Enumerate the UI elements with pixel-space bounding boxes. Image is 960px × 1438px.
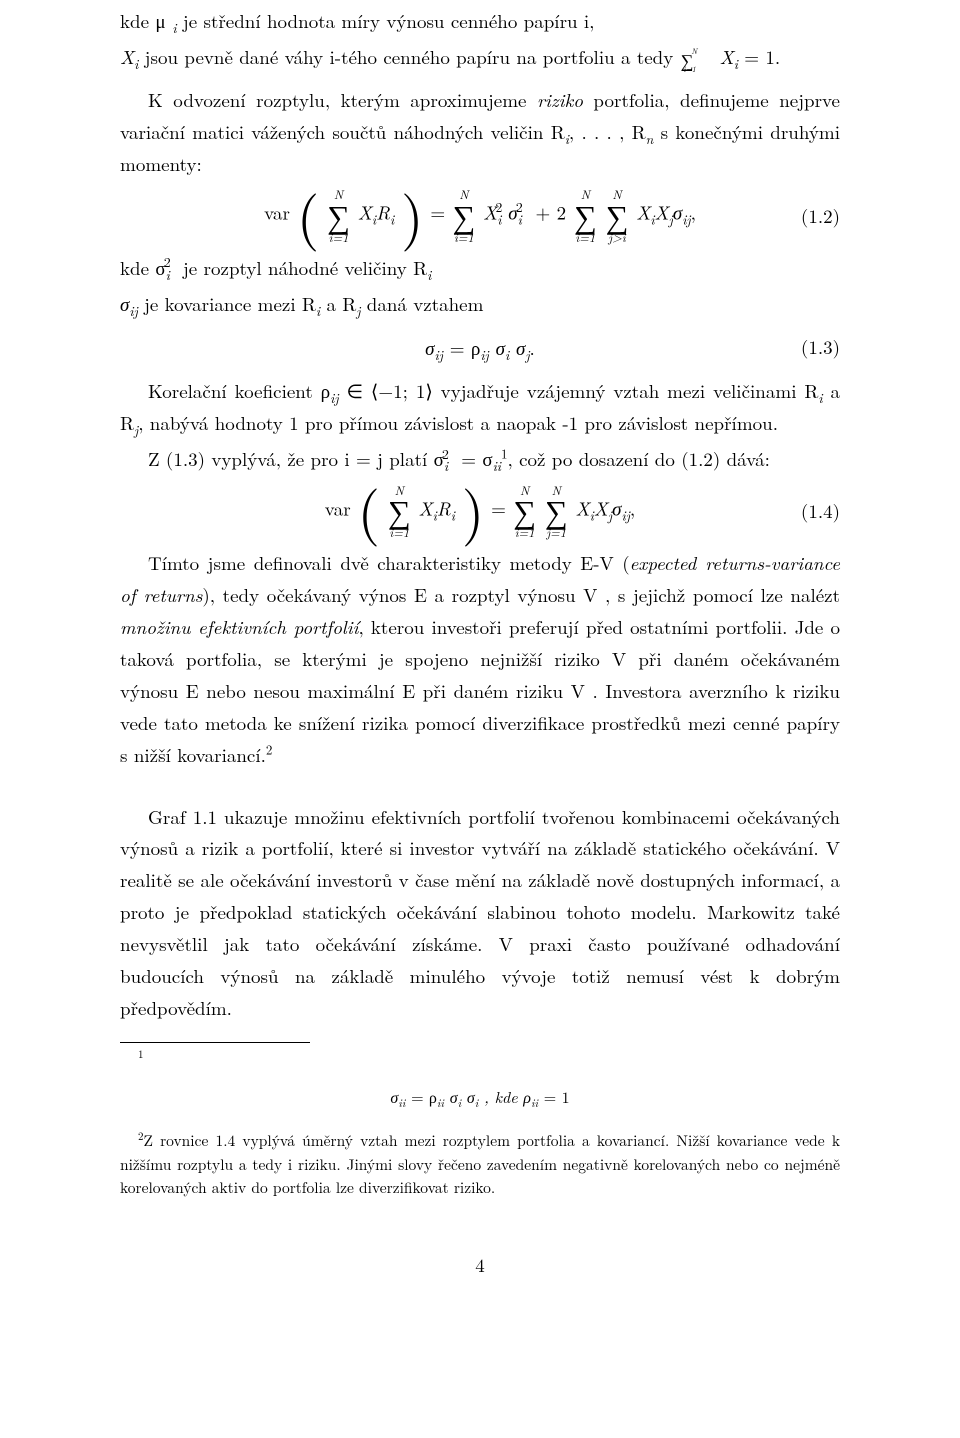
footnote-1-equation: σii = ρii σi σi , kde ρii = 1: [120, 1084, 840, 1111]
sum-bot: i=1: [452, 231, 475, 244]
text: , což po dosazení do (1.2) dává:: [507, 445, 769, 472]
sym: X: [419, 494, 433, 521]
para-graf11: Graf 1.1 ukazuje množinu efektivních por…: [120, 801, 840, 1024]
eq-number: (1.4): [801, 495, 840, 527]
vspace: [120, 775, 840, 801]
sym: σ: [450, 1085, 458, 1108]
text: riziko: [537, 86, 583, 113]
sym: σ: [516, 334, 525, 361]
sym: =: [430, 199, 451, 226]
page-number: 4: [120, 1249, 840, 1281]
line-sigmaij-def: σij je kovariance mezi Ri a Rj daná vzta…: [120, 288, 840, 320]
text: X: [120, 43, 134, 70]
sym: , kde ρ: [484, 1085, 531, 1108]
text: σ: [120, 290, 129, 317]
sum-top: N: [691, 46, 697, 57]
footnote-2: 2Z rovnice 1.4 vyplývá úměrný vztah mezi…: [120, 1129, 840, 1199]
page-content: kde μ i je střední hodnota míry výnosu c…: [120, 5, 840, 1201]
equation-1-3: σij = ρij σi σj. (1.3): [120, 327, 840, 367]
text: je rozptyl náhodné veličiny R: [177, 254, 428, 281]
text: a R: [320, 290, 356, 317]
sym: σ: [673, 199, 682, 226]
para-riziko: K odvození rozptylu, kterým aproximujeme…: [120, 84, 840, 180]
line-mu-def: kde μ i je střední hodnota míry výnosu c…: [120, 5, 840, 37]
sum-bot: j=1: [545, 526, 568, 539]
text: kde σ: [120, 254, 166, 281]
var: var: [325, 494, 351, 521]
text: jsou pevně dané váhy i-tého cenného papí…: [138, 43, 679, 70]
sum-bot: i=1: [327, 231, 350, 244]
sym: R: [376, 199, 390, 226]
sym: X: [594, 494, 608, 521]
sum-bot: i=1: [574, 231, 597, 244]
text: je střední hodnota míry výnosu cenného p…: [177, 7, 595, 34]
sym: =: [491, 494, 512, 521]
sym: = ρ: [450, 334, 481, 361]
sym: X: [636, 199, 650, 226]
line-xi-def: Xi jsou pevně dané váhy i-tého cenného p…: [120, 41, 840, 76]
sum-bot: i=1: [388, 526, 411, 539]
sym: = ρ: [411, 1085, 437, 1108]
sym: σ: [467, 1085, 475, 1108]
line-sigma2-def: kde σi2 je rozptyl náhodné veličiny Ri: [120, 252, 840, 284]
sym: X: [655, 199, 669, 226]
footnote-rule: [120, 1042, 310, 1043]
text: ), tedy očekávaný výnos E a rozptyl výno…: [202, 581, 840, 608]
text: ∈ ⟨−1; 1⟩ vyjadřuje vzájemný vztah mezi …: [339, 377, 819, 404]
text: Z (1.3) vyplývá, že pro i = j platí σ: [148, 445, 444, 472]
sym: R: [437, 494, 451, 521]
para-timto: Tímto jsme definovali dvě charakteristik…: [120, 547, 840, 770]
footnote-1: 1: [120, 1047, 840, 1070]
text: , nabývá hodnoty 1 pro přímou závislost …: [138, 409, 778, 436]
sym: σ: [425, 334, 434, 361]
text: daná vztahem: [360, 290, 483, 317]
equation-1-2: var ( N∑i=1 XiRi ) = N∑i=1 Xi2σi2 + 2 N∑…: [120, 188, 840, 244]
eq-number: (1.3): [801, 332, 840, 364]
sum-bot: i=1: [683, 64, 696, 75]
text: = 1.: [738, 43, 780, 70]
sym: + 2: [536, 199, 567, 226]
sum-bot: j>i: [606, 231, 629, 244]
text: množinu efektivních portfolií: [120, 613, 358, 640]
sym: X: [575, 494, 589, 521]
var: var: [264, 199, 290, 226]
text: Korelační koeficient ρ: [148, 377, 330, 404]
sym: = 1: [544, 1085, 570, 1108]
text: X: [713, 43, 734, 70]
eq-number: (1.2): [801, 200, 840, 232]
sym: σ: [612, 494, 621, 521]
equation-1-4: var ( N∑i=1 XiRi ) = N∑i=1 N∑j=1 XiXjσij…: [120, 483, 840, 539]
sum-bot: i=1: [513, 526, 536, 539]
text: kde μ: [120, 7, 166, 34]
text: K odvození rozptylu, kterým aproximujeme: [148, 86, 537, 113]
text: je kovariance mezi R: [138, 290, 316, 317]
sym: σ: [496, 334, 505, 361]
sym: X: [358, 199, 372, 226]
text: , . . . , R: [569, 118, 646, 145]
para-korelacni: Korelační koeficient ρij ∈ ⟨−1; 1⟩ vyjad…: [120, 375, 840, 439]
footnote-text: Z rovnice 1.4 vyplývá úměrný vztah mezi …: [120, 1130, 840, 1198]
footnote-marker: 1: [138, 1047, 144, 1062]
text: Tímto jsme definovali dvě charakteristik…: [148, 549, 630, 576]
